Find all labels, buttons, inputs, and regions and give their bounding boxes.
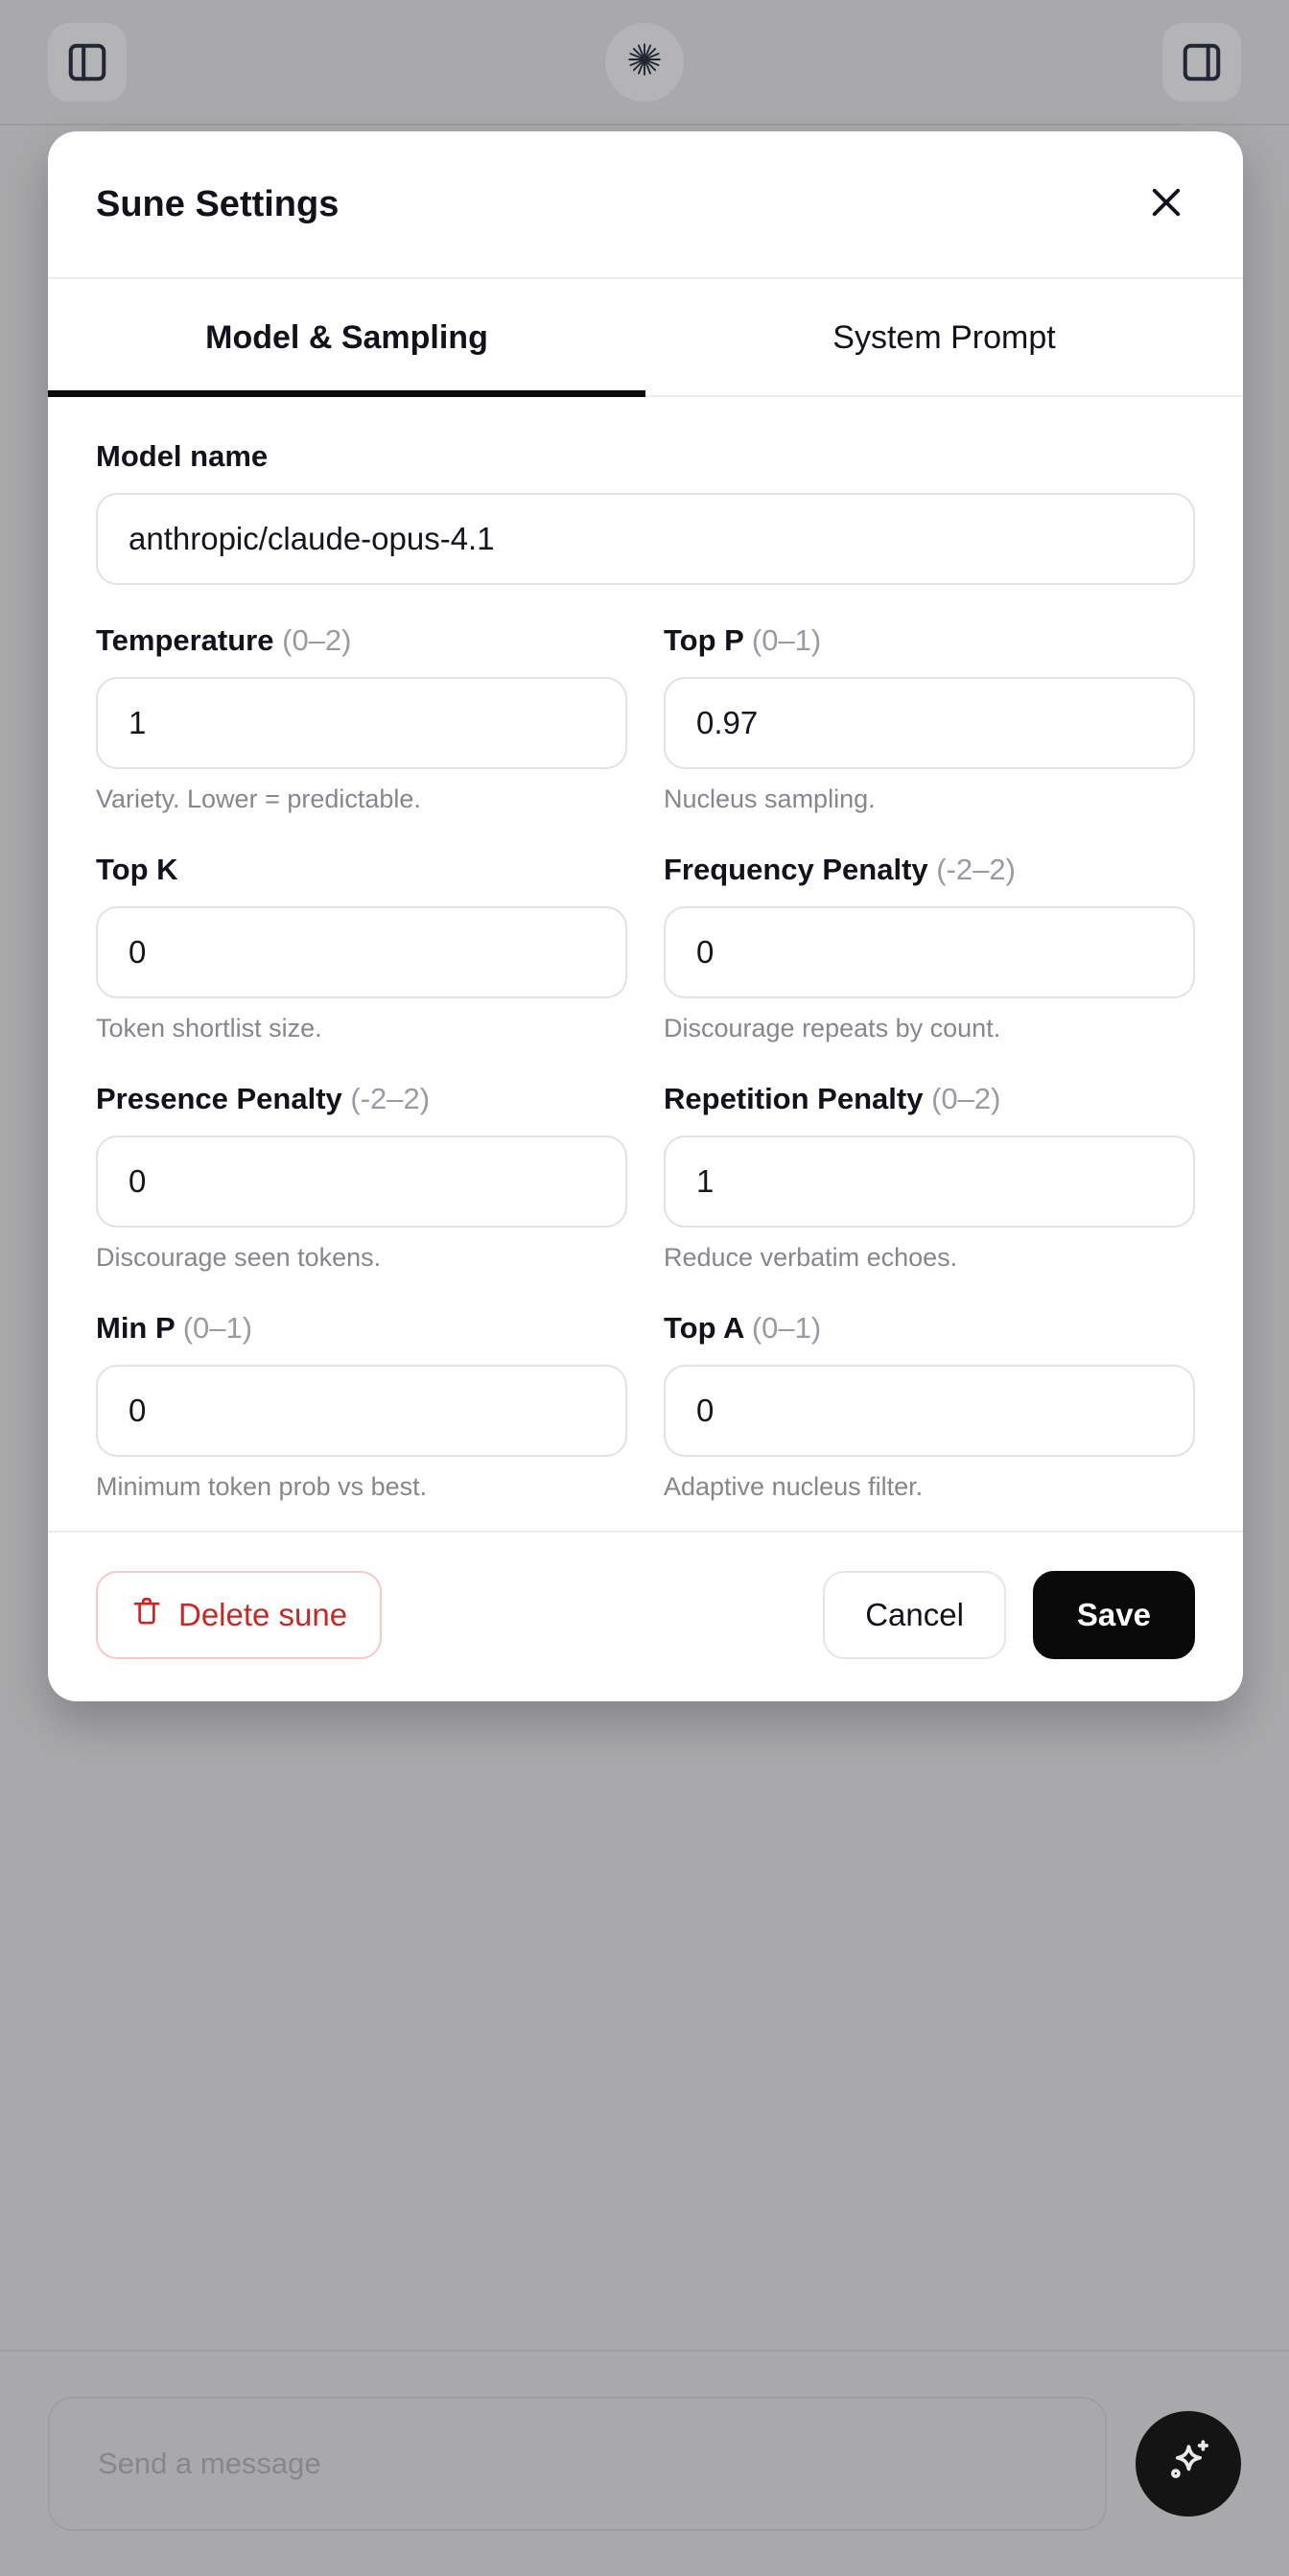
modal-footer: Delete sune Cancel Save — [48, 1531, 1243, 1701]
top-p-label: Top P (0–1) — [664, 623, 1195, 658]
field-value: 0 — [696, 1393, 715, 1428]
right-panel-toggle-button[interactable] — [1162, 22, 1241, 102]
field-value: 1 — [129, 705, 147, 740]
field-label-text: Temperature — [96, 623, 274, 657]
field-label-text: Presence Penalty — [96, 1082, 342, 1115]
top-k-label: Top K — [96, 853, 627, 887]
presence-penalty-label: Presence Penalty (-2–2) — [96, 1082, 627, 1116]
min-p-field: Min P (0–1) 0 Minimum token prob vs best… — [96, 1311, 627, 1502]
delete-sune-button[interactable]: Delete sune — [96, 1571, 383, 1659]
temperature-input[interactable]: 1 — [96, 677, 627, 769]
top-p-input[interactable]: 0.97 — [664, 677, 1195, 769]
top-k-input[interactable]: 0 — [96, 906, 627, 998]
page-title: Sune Settings — [96, 183, 340, 224]
message-input[interactable]: Send a message — [48, 2397, 1107, 2531]
top-bar — [0, 0, 1289, 126]
panel-left-icon — [65, 40, 109, 84]
field-range-text: (-2–2) — [936, 853, 1016, 886]
field-label-text: Top A — [664, 1311, 744, 1345]
sunburst-icon — [624, 39, 665, 84]
composer-bar: Send a message — [0, 2350, 1289, 2576]
min-p-input[interactable]: 0 — [96, 1365, 627, 1457]
field-label-text: Repetition Penalty — [664, 1082, 924, 1115]
top-p-hint: Nucleus sampling. — [664, 785, 876, 813]
min-p-hint: Minimum token prob vs best. — [96, 1472, 428, 1501]
trash-icon — [130, 1595, 163, 1635]
top-a-label: Top A (0–1) — [664, 1311, 1195, 1346]
presence-penalty-hint: Discourage seen tokens. — [96, 1243, 382, 1272]
field-value: 0 — [129, 934, 147, 970]
repetition-penalty-input[interactable]: 1 — [664, 1136, 1195, 1228]
field-label-text: Frequency Penalty — [664, 853, 928, 886]
field-row: Min P (0–1) 0 Minimum token prob vs best… — [96, 1311, 1195, 1502]
repetition-penalty-field: Repetition Penalty (0–2) 1 Reduce verbat… — [664, 1082, 1195, 1273]
field-range-text: (0–1) — [751, 1311, 822, 1345]
presence-penalty-field: Presence Penalty (-2–2) 0 Discourage see… — [96, 1082, 627, 1273]
top-a-input[interactable]: 0 — [664, 1365, 1195, 1457]
cancel-label: Cancel — [865, 1597, 964, 1632]
tab-label: System Prompt — [832, 319, 1056, 356]
field-label-text: Top P — [664, 623, 744, 657]
temperature-hint: Variety. Lower = predictable. — [96, 785, 421, 813]
message-input-placeholder: Send a message — [98, 2447, 321, 2480]
field-label-text: Top K — [96, 853, 178, 886]
field-range-text: (0–2) — [282, 623, 352, 657]
field-range-text: (0–1) — [751, 623, 822, 657]
sune-settings-modal: Sune Settings Model & Sampling System Pr… — [48, 131, 1243, 1701]
frequency-penalty-field: Frequency Penalty (-2–2) 0 Discourage re… — [664, 853, 1195, 1043]
repetition-penalty-label: Repetition Penalty (0–2) — [664, 1082, 1195, 1116]
modal-header: Sune Settings — [48, 131, 1243, 279]
cancel-button[interactable]: Cancel — [823, 1571, 1006, 1659]
frequency-penalty-label: Frequency Penalty (-2–2) — [664, 853, 1195, 887]
close-button[interactable] — [1137, 176, 1195, 233]
field-range-text: (0–2) — [931, 1082, 1001, 1115]
field-value: 0 — [696, 934, 715, 970]
frequency-penalty-hint: Discourage repeats by count. — [664, 1014, 1001, 1042]
model-name-field: Model name anthropic/claude-opus-4.1 — [96, 439, 1195, 585]
presence-penalty-input[interactable]: 0 — [96, 1136, 627, 1228]
field-range-text: (-2–2) — [350, 1082, 431, 1115]
top-k-hint: Token shortlist size. — [96, 1014, 322, 1042]
field-row: Top K 0 Token shortlist size. Frequency … — [96, 853, 1195, 1043]
field-value: 0 — [129, 1163, 147, 1199]
sparkle-icon — [1161, 2435, 1215, 2494]
tab-label: Model & Sampling — [205, 319, 488, 356]
tab-system-prompt[interactable]: System Prompt — [645, 279, 1243, 395]
model-name-value: anthropic/claude-opus-4.1 — [129, 521, 495, 556]
modal-body: Model name anthropic/claude-opus-4.1 Tem… — [48, 397, 1243, 1531]
top-a-field: Top A (0–1) 0 Adaptive nucleus filter. — [664, 1311, 1195, 1502]
tab-model-and-sampling[interactable]: Model & Sampling — [48, 279, 645, 397]
delete-sune-label: Delete sune — [178, 1597, 348, 1632]
frequency-penalty-input[interactable]: 0 — [664, 906, 1195, 998]
footer-actions: Cancel Save — [823, 1571, 1195, 1659]
field-row: Temperature (0–2) 1 Variety. Lower = pre… — [96, 623, 1195, 814]
left-panel-toggle-button[interactable] — [48, 22, 127, 102]
field-value: 0 — [129, 1393, 147, 1428]
repetition-penalty-hint: Reduce verbatim echoes. — [664, 1243, 958, 1272]
top-p-field: Top P (0–1) 0.97 Nucleus sampling. — [664, 623, 1195, 814]
save-label: Save — [1076, 1597, 1151, 1632]
field-label-text: Min P — [96, 1311, 176, 1345]
min-p-label: Min P (0–1) — [96, 1311, 627, 1346]
temperature-field: Temperature (0–2) 1 Variety. Lower = pre… — [96, 623, 627, 814]
save-button[interactable]: Save — [1032, 1571, 1195, 1659]
model-name-input[interactable]: anthropic/claude-opus-4.1 — [96, 493, 1195, 585]
field-range-text: (0–1) — [182, 1311, 253, 1345]
field-row: Presence Penalty (-2–2) 0 Discourage see… — [96, 1082, 1195, 1273]
model-name-label: Model name — [96, 439, 269, 473]
temperature-label: Temperature (0–2) — [96, 623, 627, 658]
top-k-field: Top K 0 Token shortlist size. — [96, 853, 627, 1043]
modal-tabs: Model & Sampling System Prompt — [48, 279, 1243, 397]
send-button[interactable] — [1136, 2411, 1241, 2517]
sunburst-button[interactable] — [605, 22, 684, 102]
panel-right-icon — [1180, 40, 1224, 84]
close-icon — [1146, 182, 1186, 227]
field-value: 0.97 — [696, 705, 759, 740]
top-a-hint: Adaptive nucleus filter. — [664, 1472, 924, 1501]
field-value: 1 — [696, 1163, 715, 1199]
